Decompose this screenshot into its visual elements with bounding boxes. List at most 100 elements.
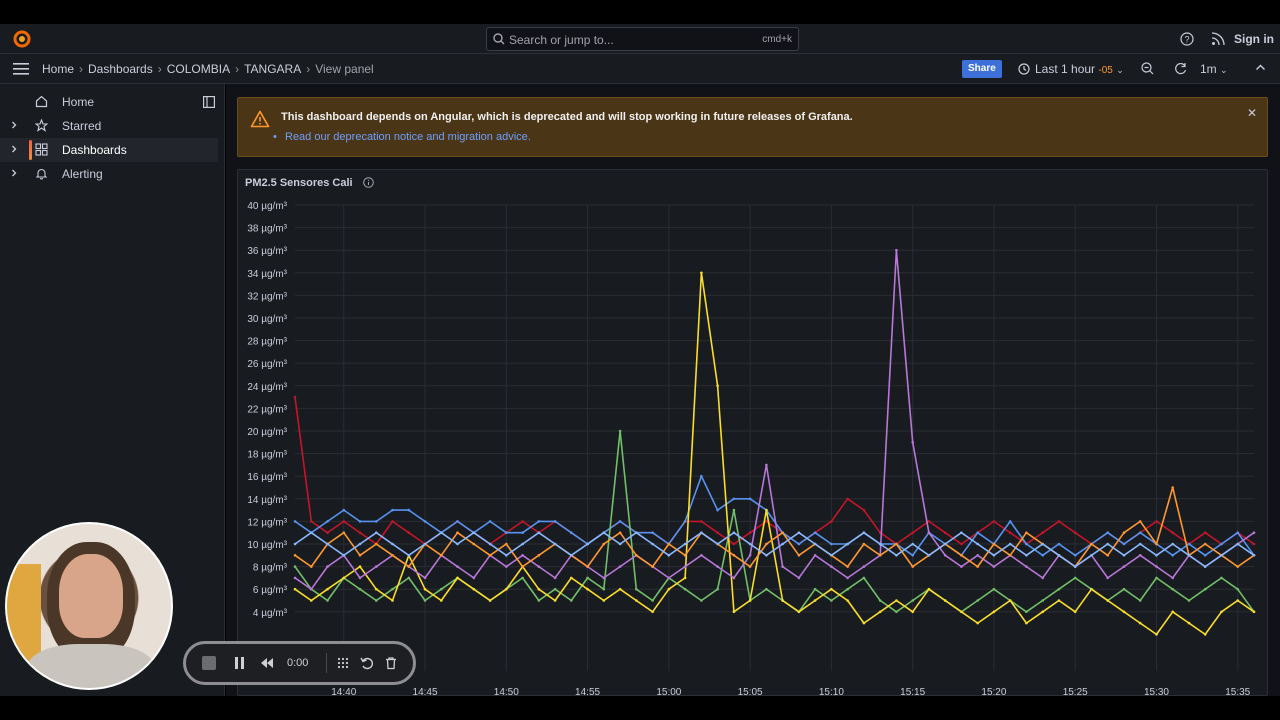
breadcrumb-dashboard[interactable]: TANGARA — [244, 62, 302, 76]
data-point — [651, 542, 654, 546]
data-point — [1187, 542, 1191, 546]
data-point — [375, 565, 378, 568]
chevron-right-icon[interactable] — [10, 145, 18, 153]
data-point — [391, 554, 394, 557]
data-point — [440, 599, 443, 602]
pm25-line-chart[interactable]: 4 µg/m³ 6 µg/m³ 8 µg/m³ 10 µg/m³ 12 µg/m³ 14 … — [238, 192, 1267, 697]
y-tick-label: 36 µg/m³ — [247, 246, 287, 257]
menu-icon[interactable] — [13, 63, 29, 75]
data-point — [813, 531, 817, 534]
data-point — [1041, 542, 1044, 546]
data-point — [943, 531, 947, 534]
y-tick-label: 14 µg/m³ — [247, 495, 287, 506]
data-point — [1008, 554, 1012, 557]
data-point — [992, 554, 996, 557]
data-point — [1025, 542, 1028, 546]
data-point — [358, 520, 362, 523]
news-feed-icon[interactable] — [1211, 32, 1225, 46]
data-point — [310, 587, 313, 591]
data-point — [391, 599, 394, 602]
data-point — [472, 542, 476, 546]
breadcrumb-folder[interactable]: COLOMBIA — [166, 62, 231, 76]
data-point — [602, 542, 606, 546]
data-point — [1171, 486, 1174, 489]
time-range-picker[interactable]: Last 1 hour -05 ⌄ — [1018, 62, 1124, 76]
data-point — [505, 542, 508, 546]
series-line — [294, 475, 1255, 557]
chevron-up-icon[interactable] — [1255, 62, 1266, 73]
data-point — [927, 554, 931, 557]
data-point — [1236, 565, 1239, 568]
breadcrumb-separator: › — [306, 62, 311, 76]
trash-icon[interactable] — [384, 656, 398, 670]
data-point — [1041, 599, 1044, 602]
data-point — [505, 531, 508, 534]
data-point — [748, 599, 752, 602]
data-point — [976, 531, 979, 534]
refresh-interval-picker[interactable]: 1m ⌄ — [1200, 62, 1228, 76]
data-point — [862, 508, 866, 512]
sidebar-item-label: Alerting — [62, 167, 103, 181]
chevron-right-icon[interactable] — [10, 169, 18, 177]
data-point — [895, 542, 898, 546]
data-point — [407, 508, 411, 512]
x-tick-label: 15:10 — [819, 687, 844, 697]
sidebar-item-starred[interactable]: Starred — [0, 114, 218, 138]
chevron-right-icon[interactable] — [10, 121, 18, 129]
rewind-icon[interactable] — [260, 656, 274, 670]
data-point — [716, 508, 719, 512]
help-icon[interactable]: ? — [1180, 32, 1194, 46]
sidebar-item-home[interactable]: Home — [0, 90, 218, 114]
refresh-icon[interactable] — [1174, 62, 1187, 75]
data-point — [1073, 610, 1077, 614]
data-point — [813, 599, 817, 602]
grafana-logo-icon[interactable] — [12, 29, 32, 49]
restart-icon[interactable] — [360, 656, 374, 670]
data-point — [667, 587, 671, 591]
data-point — [813, 542, 817, 546]
data-point — [618, 542, 622, 546]
data-point — [618, 531, 622, 534]
chevron-down-icon: ⌄ — [1116, 65, 1124, 75]
data-point — [1122, 587, 1126, 591]
data-point — [846, 599, 849, 602]
data-point — [472, 531, 476, 534]
data-point — [1008, 599, 1012, 602]
data-point — [407, 576, 411, 580]
x-tick-label: 14:45 — [413, 687, 438, 697]
data-point — [878, 542, 882, 546]
data-point — [1138, 554, 1142, 557]
data-point — [570, 576, 573, 580]
data-point — [943, 599, 947, 602]
data-point — [521, 542, 524, 546]
search-input[interactable]: Search or jump to... cmd+k — [486, 27, 799, 51]
sidebar-item-alerting[interactable]: Alerting — [0, 162, 218, 186]
info-icon[interactable] — [363, 177, 374, 188]
breadcrumb-home[interactable]: Home — [42, 62, 75, 76]
data-point — [488, 599, 492, 602]
share-button[interactable]: Share — [962, 60, 1002, 78]
grid-icon[interactable] — [336, 656, 350, 670]
data-point — [472, 587, 476, 591]
breadcrumb-separator: › — [235, 62, 240, 76]
data-point — [1025, 621, 1028, 625]
breadcrumb-dashboards[interactable]: Dashboards — [88, 62, 153, 76]
data-point — [456, 520, 459, 523]
sign-in-link[interactable]: Sign in — [1234, 32, 1274, 46]
data-point — [293, 520, 297, 523]
migration-advice-link[interactable]: Read our deprecation notice and migratio… — [273, 131, 531, 143]
pause-icon[interactable] — [234, 656, 246, 670]
data-point — [748, 554, 752, 557]
alert-message: This dashboard depends on Angular, which… — [281, 111, 853, 123]
main-content: This dashboard depends on Angular, which… — [226, 84, 1280, 697]
data-point — [635, 531, 638, 534]
dock-menu-icon[interactable] — [203, 96, 215, 108]
zoom-out-icon[interactable] — [1141, 62, 1154, 75]
data-point — [1057, 554, 1061, 557]
stop-recording-button[interactable] — [202, 656, 216, 670]
sidebar-item-dashboards[interactable]: Dashboards — [0, 138, 218, 162]
data-point — [293, 565, 297, 568]
data-point — [1073, 554, 1077, 557]
close-icon[interactable]: ✕ — [1246, 106, 1257, 120]
data-point — [618, 429, 622, 433]
